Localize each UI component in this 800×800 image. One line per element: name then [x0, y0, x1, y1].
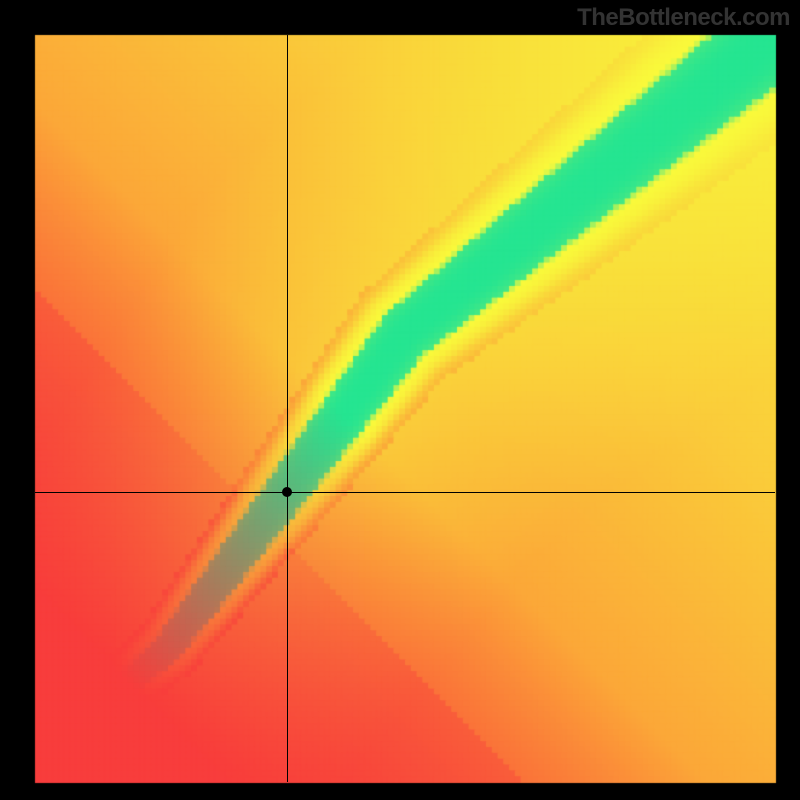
crosshair-horizontal — [35, 492, 775, 493]
plot-area — [0, 0, 800, 800]
watermark-text: TheBottleneck.com — [577, 4, 790, 32]
heatmap-canvas — [0, 0, 800, 800]
crosshair-dot — [282, 487, 292, 497]
chart-container: TheBottleneck.com — [0, 0, 800, 800]
crosshair-vertical — [287, 35, 288, 782]
